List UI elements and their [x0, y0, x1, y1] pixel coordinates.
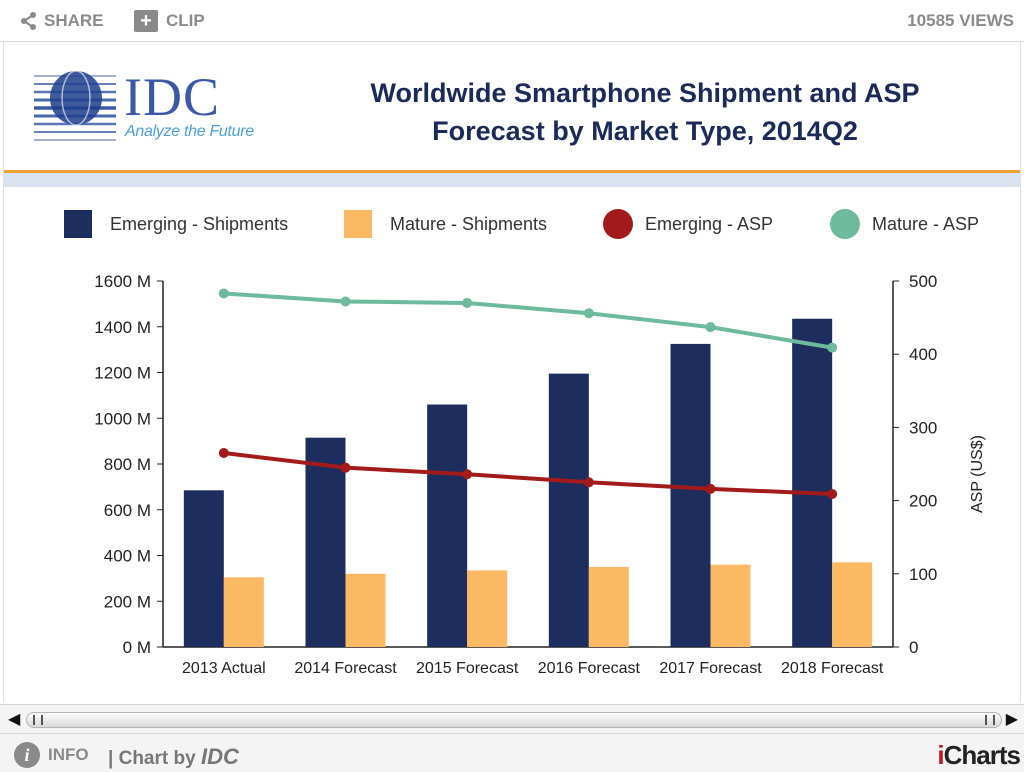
mature-shipments-bar — [345, 573, 386, 647]
mature-shipments-bar — [832, 562, 873, 647]
mature-shipments-bar — [467, 570, 508, 647]
chart-frame — [3, 42, 1021, 702]
legend-item-emerging-shipments[interactable]: Emerging - Shipments — [64, 210, 288, 238]
left-tick-label: 200 M — [104, 592, 151, 611]
chart-title-line-1: Worldwide Smartphone Shipment and ASP — [370, 78, 920, 108]
share-label: SHARE — [44, 11, 104, 30]
legend-dot — [603, 209, 633, 239]
left-tick-label: 1200 M — [94, 364, 151, 383]
info-button[interactable]: i INFO — [14, 742, 89, 768]
legend-item-mature-shipments[interactable]: Mature - Shipments — [344, 210, 547, 238]
emerging-asp-point — [218, 448, 229, 459]
right-tick-label: 200 — [909, 492, 937, 511]
emerging-asp-point — [827, 489, 838, 500]
legend-label: Emerging - ASP — [645, 213, 774, 234]
emerging-asp-point — [340, 462, 351, 473]
logo-tagline: Analyze the Future — [125, 123, 254, 140]
footer: i INFO | Chart by IDC iCharts — [0, 734, 1024, 772]
emerging-shipments-bar — [427, 404, 468, 647]
chart-title: Worldwide Smartphone Shipment and ASP Fo… — [300, 74, 990, 150]
logo-wordmark: IDC — [124, 67, 220, 127]
emerging-shipments-bar — [183, 490, 224, 647]
icharts-logo[interactable]: iCharts — [937, 740, 1021, 771]
chart-credit-source: IDC — [200, 744, 239, 769]
emerging-shipments-bar — [305, 437, 346, 647]
category-label: 2018 Forecast — [781, 660, 884, 677]
emerging-asp-point — [583, 477, 594, 488]
clip-label: CLIP — [166, 11, 205, 30]
info-icon: i — [14, 742, 40, 768]
scrollbar-thumb[interactable] — [26, 712, 1002, 728]
emerging-asp-line — [223, 451, 833, 497]
header-band — [4, 173, 1020, 187]
left-tick-label: 1600 M — [94, 272, 151, 291]
legend-label: Mature - Shipments — [390, 213, 548, 234]
right-axis-label: ASP (US$) — [969, 435, 986, 513]
chart-plot: 0 M 200 M 400 M 600 M 800 M 1000 M 1200 M 1400 … — [94, 272, 986, 677]
emerging-shipments-bar — [792, 318, 833, 647]
emerging-asp-point — [462, 469, 473, 480]
category-label: 2015 Forecast — [416, 660, 519, 677]
legend-swatch — [64, 210, 92, 238]
emerging-shipments-bar — [548, 373, 589, 647]
view-count: 10585 VIEWS — [907, 11, 1014, 30]
category-label: 2014 Forecast — [294, 660, 397, 677]
right-tick-label: 500 — [909, 272, 937, 291]
left-tick-label: 600 M — [104, 501, 151, 520]
idc-globe-logo — [34, 70, 116, 141]
chart-credit-prefix: | Chart by — [108, 748, 201, 769]
left-tick-label: 1000 M — [94, 409, 151, 428]
toolbar: SHARE + CLIP 10585 VIEWS — [0, 0, 1024, 42]
share-button[interactable]: SHARE — [20, 10, 104, 32]
category-label: 2017 Forecast — [659, 660, 762, 677]
right-tick-label: 100 — [909, 565, 937, 584]
emerging-asp-point — [705, 483, 716, 494]
left-tick-label: 800 M — [104, 455, 151, 474]
legend-label: Mature - ASP — [872, 213, 980, 234]
emerging-shipments-bar — [670, 343, 711, 647]
right-tick-label: 300 — [909, 418, 937, 437]
grip-icon — [985, 715, 995, 725]
legend-dot — [830, 209, 860, 239]
category-label: 2016 Forecast — [538, 660, 641, 677]
plus-box-icon: + — [134, 10, 158, 32]
share-icon — [21, 12, 36, 30]
mature-asp-point — [705, 322, 716, 333]
triangle-left-icon[interactable]: ◀ — [8, 711, 21, 728]
info-label: INFO — [48, 745, 89, 764]
triangle-right-icon[interactable]: ▶ — [1005, 711, 1018, 728]
left-tick-label: 1400 M — [94, 318, 151, 337]
chart-credit: | Chart by IDC — [108, 744, 239, 770]
brand-i: i — [937, 740, 944, 770]
legend-item-mature-asp[interactable]: Mature - ASP — [830, 209, 980, 239]
mature-shipments-bar — [223, 577, 264, 647]
mature-asp-point — [340, 296, 351, 307]
mature-shipments-bar — [588, 566, 629, 647]
mature-asp-point — [218, 288, 229, 299]
chart-title-line-2: Forecast by Market Type, 2014Q2 — [432, 116, 858, 146]
right-tick-label: 400 — [909, 345, 937, 364]
right-tick-label: 0 — [909, 638, 918, 657]
mature-asp-point — [827, 342, 838, 353]
brand-charts: Charts — [943, 740, 1021, 770]
grip-icon — [33, 715, 43, 725]
mature-asp-point — [583, 308, 594, 319]
horizontal-scrollbar[interactable]: ◀ ▶ — [0, 704, 1024, 734]
mature-asp-point — [462, 297, 473, 308]
mature-asp-line — [223, 291, 833, 350]
clip-button[interactable]: + CLIP — [134, 10, 205, 32]
left-tick-label: 0 M — [123, 638, 151, 657]
mature-shipments-bar — [710, 564, 751, 647]
legend-label: Emerging - Shipments — [110, 213, 289, 234]
category-label: 2013 Actual — [182, 660, 266, 677]
legend-item-emerging-asp[interactable]: Emerging - ASP — [603, 209, 774, 239]
legend-swatch — [344, 210, 372, 238]
left-tick-label: 400 M — [104, 547, 151, 566]
accent-rule — [4, 170, 1020, 173]
